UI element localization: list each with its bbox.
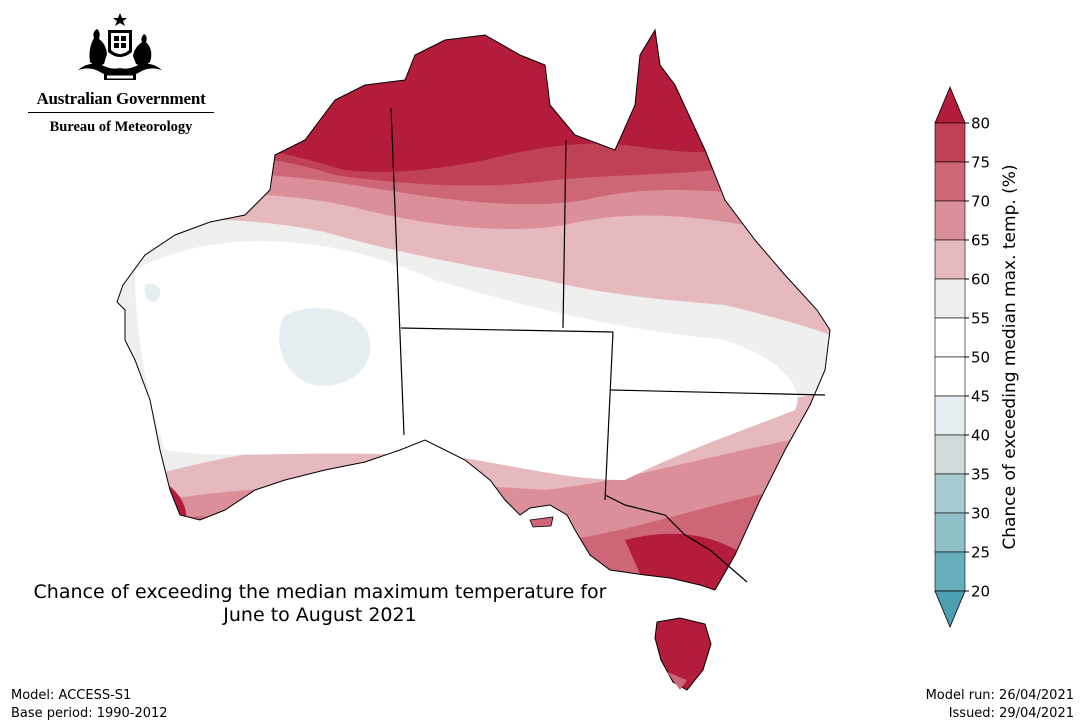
colorbar-tick-label: 65 xyxy=(971,232,990,250)
divider xyxy=(28,112,214,113)
colorbar-tick-label: 60 xyxy=(971,271,990,289)
colorbar-tick-label: 55 xyxy=(971,310,990,328)
colorbar-band xyxy=(934,122,966,163)
colorbar-extend-bottom xyxy=(934,590,966,629)
colorbar-band xyxy=(934,239,966,280)
colorbar-extend-top xyxy=(934,85,966,124)
footer-right: Model run: 26/04/2021 Issued: 29/04/2021 xyxy=(926,687,1074,723)
model-run-label: Model run: 26/04/2021 xyxy=(925,688,1074,703)
colorbar-band xyxy=(934,161,966,202)
colorbar-band xyxy=(934,395,966,436)
map-title-line1: Chance of exceeding the median maximum t… xyxy=(33,581,607,603)
colorbar-tick-label: 20 xyxy=(971,583,990,601)
footer-left: Model: ACCESS-S1 Base period: 1990-2012 xyxy=(11,687,168,723)
colorbar-band xyxy=(934,356,966,397)
colorbar-band xyxy=(934,278,966,319)
colorbar-tick-label: 30 xyxy=(971,505,990,523)
colorbar-tick-label: 35 xyxy=(971,466,990,484)
colorbar-band xyxy=(934,551,966,592)
colorbar-tick-label: 75 xyxy=(971,154,990,172)
colorbar-band xyxy=(934,200,966,241)
model-label: Model: ACCESS-S1 xyxy=(11,688,132,703)
base-period-label: Base period: 1990-2012 xyxy=(11,706,168,721)
colorbar-title: Chance of exceeding median max. temp. (%… xyxy=(1000,164,1020,549)
coat-of-arms-icon xyxy=(78,13,162,80)
map-title: Chance of exceeding the median maximum t… xyxy=(0,581,640,627)
colorbar-tick-label: 40 xyxy=(971,427,990,445)
government-name: Australian Government xyxy=(36,89,206,108)
colorbar-tick-label: 70 xyxy=(971,193,990,211)
colorbar-band xyxy=(934,434,966,475)
colorbar-tick-label: 25 xyxy=(971,544,990,562)
australia-map xyxy=(116,28,831,691)
colorbar-tick-label: 45 xyxy=(971,388,990,406)
colorbar-band xyxy=(934,512,966,553)
issued-label: Issued: 29/04/2021 xyxy=(948,706,1074,721)
colorbar-tick-label: 50 xyxy=(971,349,990,367)
agency-name: Bureau of Meteorology xyxy=(49,119,193,135)
colorbar-band xyxy=(934,473,966,514)
colorbar-band xyxy=(934,317,966,358)
map-title-line2: June to August 2021 xyxy=(223,604,417,626)
colorbar-legend: 80 75 70 65 60 55 50 45 40 35 30 25 20 Chance of exce… xyxy=(934,85,1020,629)
colorbar-tick-label: 80 xyxy=(971,115,990,133)
